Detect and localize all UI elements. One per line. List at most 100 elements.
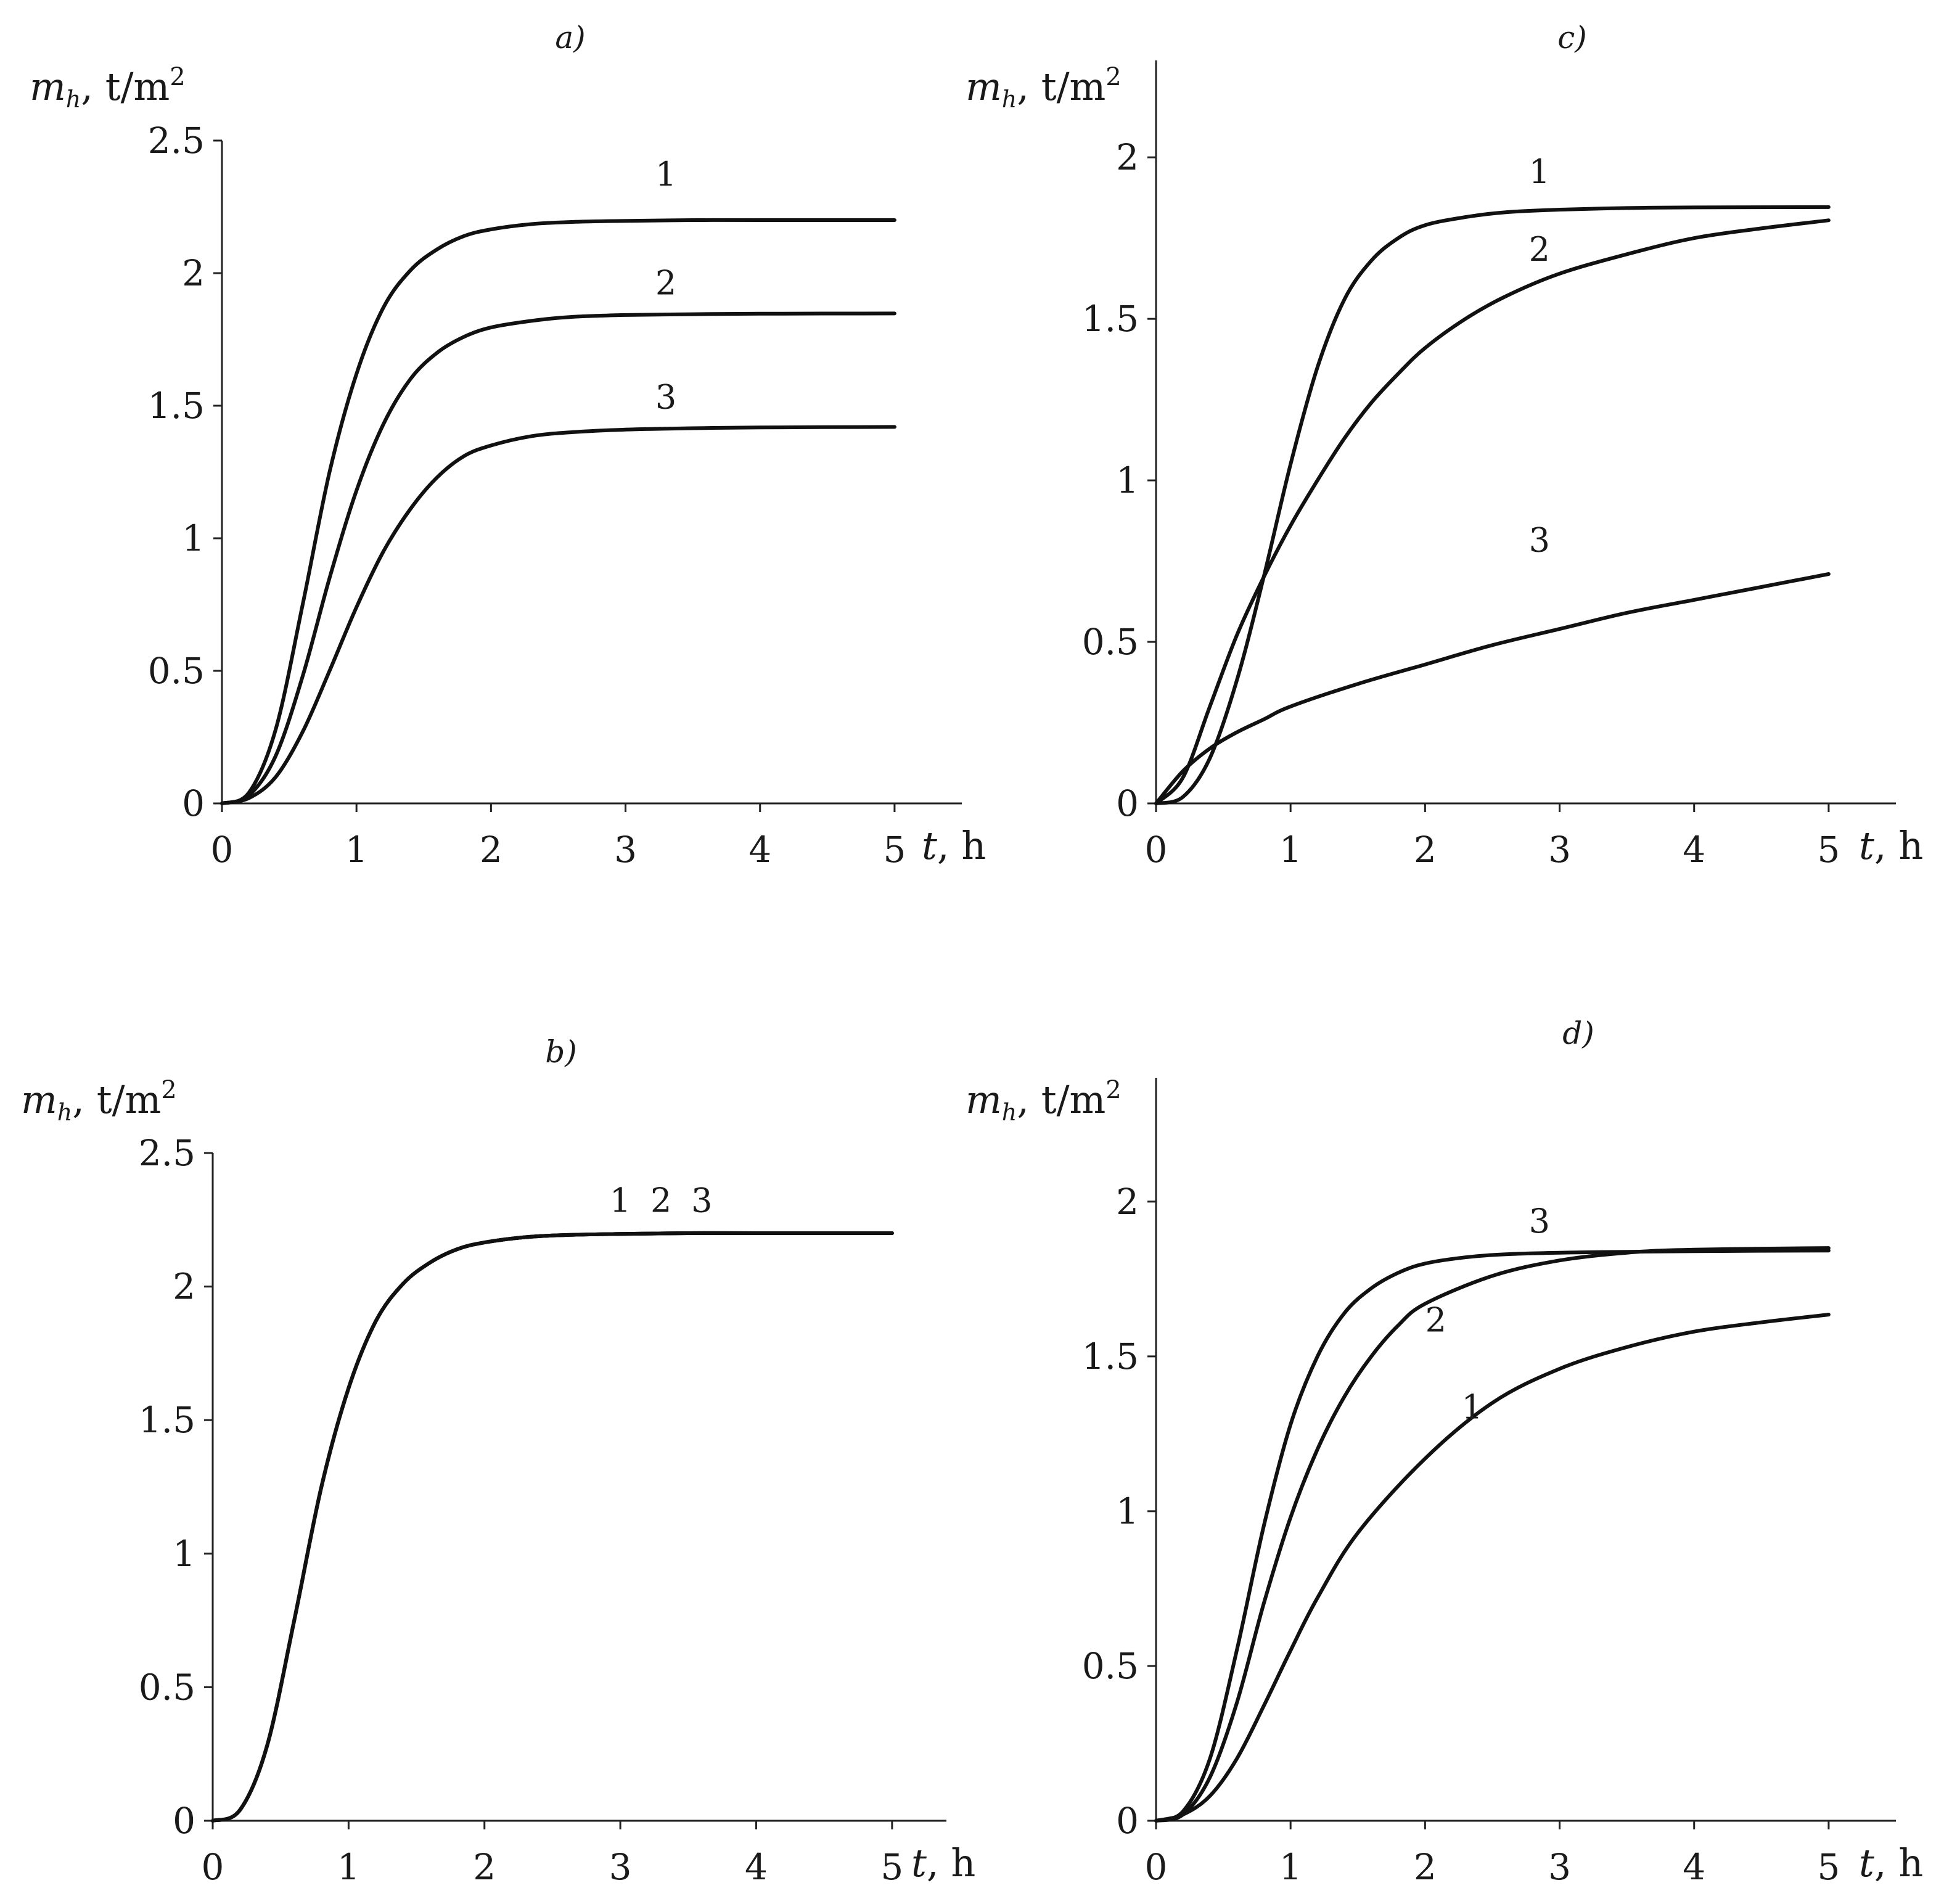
series-line-2: [1154, 218, 1831, 805]
y-axis-label-sub: h: [1002, 1099, 1017, 1126]
x-tick-label: 5: [1817, 1846, 1840, 1888]
y-tick-label: 2.5: [139, 1132, 195, 1174]
series-line-2: [1154, 1246, 1831, 1823]
x-axis-label-unit: , h: [1874, 823, 1923, 868]
series-line-3: [211, 1231, 894, 1823]
panel-title: d): [1562, 1016, 1594, 1051]
x-axis-label-var: t: [1859, 823, 1874, 868]
y-axis-label-exp: 2: [1105, 1076, 1121, 1104]
series-line-3: [1154, 1249, 1831, 1823]
panel-title: c): [1557, 20, 1587, 55]
y-axis-label-exp: 2: [161, 1076, 176, 1104]
y-axis-label-unit: , t/m: [1017, 1077, 1105, 1122]
series-label-1: 1: [1462, 1387, 1483, 1426]
x-tick-label: 4: [1683, 829, 1705, 871]
series-label-3: 3: [655, 377, 676, 416]
x-tick-label: 1: [345, 829, 368, 871]
y-tick-label: 1.5: [148, 385, 205, 427]
x-axis-label-unit: , h: [927, 1840, 975, 1886]
y-axis-label: mh, t/m2: [966, 1076, 1122, 1126]
x-tick-label: 1: [337, 1846, 360, 1888]
y-axis-label-var: m: [30, 64, 66, 109]
x-tick-label: 4: [1683, 1846, 1705, 1888]
y-tick-label: 1.5: [139, 1399, 195, 1441]
x-tick-label: 3: [1548, 829, 1571, 871]
x-tick-label: 2: [1414, 829, 1437, 871]
y-tick-label: 0.5: [1082, 621, 1139, 663]
y-axis-label-exp: 2: [1105, 63, 1121, 91]
y-axis-label-var: m: [966, 64, 1002, 109]
x-axis-label: t, h: [1859, 1840, 1923, 1886]
panel-title: b): [545, 1034, 577, 1070]
y-tick-label: 0.5: [148, 650, 205, 692]
series-line-1: [1154, 205, 1831, 805]
y-tick-label: 0: [182, 782, 205, 824]
x-axis-label: t, h: [911, 1840, 975, 1886]
x-tick-label: 0: [202, 1846, 224, 1888]
y-axis-label-sub: h: [57, 1099, 72, 1126]
series-label-2: 2: [655, 263, 676, 302]
x-tick-label: 0: [1145, 829, 1168, 871]
y-tick-label: 2: [182, 252, 205, 294]
series-label-1: 1: [610, 1181, 631, 1220]
y-axis-label-sub: h: [66, 86, 81, 113]
series-label-1: 1: [1529, 152, 1550, 191]
x-axis-label: t, h: [922, 823, 986, 868]
y-tick-label: 2: [1116, 1181, 1139, 1223]
y-tick-label: 0.5: [1082, 1645, 1139, 1687]
panel-title: a): [555, 20, 585, 55]
x-tick-label: 2: [473, 1846, 496, 1888]
y-tick-label: 2: [173, 1266, 195, 1308]
y-axis-label-unit: , t/m: [1017, 64, 1105, 109]
x-tick-label: 3: [1548, 1846, 1571, 1888]
panel-b: b)0 1 2 3 4 500.511.522.5mh, t/m2t, h1 2 3: [21, 1034, 975, 1888]
y-axis-label: mh, t/m2: [966, 63, 1122, 113]
x-tick-label: 3: [609, 1846, 632, 1888]
y-tick-label: 2.5: [148, 120, 205, 162]
series-label-2: 2: [650, 1181, 671, 1220]
series-label-1: 1: [655, 155, 676, 194]
y-tick-label: 1: [1116, 459, 1139, 501]
x-tick-label: 2: [480, 829, 502, 871]
series-line-2: [220, 311, 896, 805]
x-tick-label: 4: [745, 1846, 768, 1888]
x-tick-label: 5: [1817, 829, 1840, 871]
x-tick-label: 1: [1279, 1846, 1302, 1888]
x-tick-label: 0: [1145, 1846, 1168, 1888]
series-label-3: 3: [1529, 1202, 1550, 1241]
y-tick-label: 0: [173, 1800, 195, 1842]
y-axis-label-unit: , t/m: [81, 64, 170, 109]
y-tick-label: 1: [173, 1533, 195, 1575]
series-line-1: [220, 218, 896, 805]
y-axis-label-var: m: [966, 1077, 1002, 1122]
y-axis-label-exp: 2: [170, 63, 185, 91]
y-tick-label: 0: [1116, 1800, 1139, 1842]
series-label-2: 2: [1425, 1301, 1446, 1340]
series-line-3: [220, 425, 896, 805]
x-axis-label-unit: , h: [937, 823, 986, 868]
x-axis-label-var: t: [911, 1840, 927, 1886]
series-label-3: 3: [691, 1181, 712, 1220]
y-axis-label: mh, t/m2: [21, 1076, 177, 1126]
y-tick-label: 0: [1116, 782, 1139, 824]
x-tick-label: 5: [883, 829, 906, 871]
x-tick-label: 0: [211, 829, 234, 871]
x-tick-label: 3: [614, 829, 637, 871]
y-tick-label: 1.5: [1082, 298, 1139, 340]
x-tick-label: 1: [1279, 829, 1302, 871]
x-axis-label-unit: , h: [1874, 1840, 1923, 1886]
x-axis-label: t, h: [1859, 823, 1923, 868]
y-axis-label-var: m: [21, 1077, 57, 1122]
y-axis-label-unit: , t/m: [72, 1077, 161, 1122]
x-axis-label-var: t: [1859, 1840, 1874, 1886]
x-axis-label-var: t: [922, 823, 937, 868]
x-tick-label: 4: [748, 829, 771, 871]
y-tick-label: 1.5: [1082, 1336, 1139, 1377]
y-tick-label: 2: [1116, 136, 1139, 178]
y-tick-label: 1: [1116, 1490, 1139, 1532]
y-tick-label: 0.5: [139, 1666, 195, 1708]
